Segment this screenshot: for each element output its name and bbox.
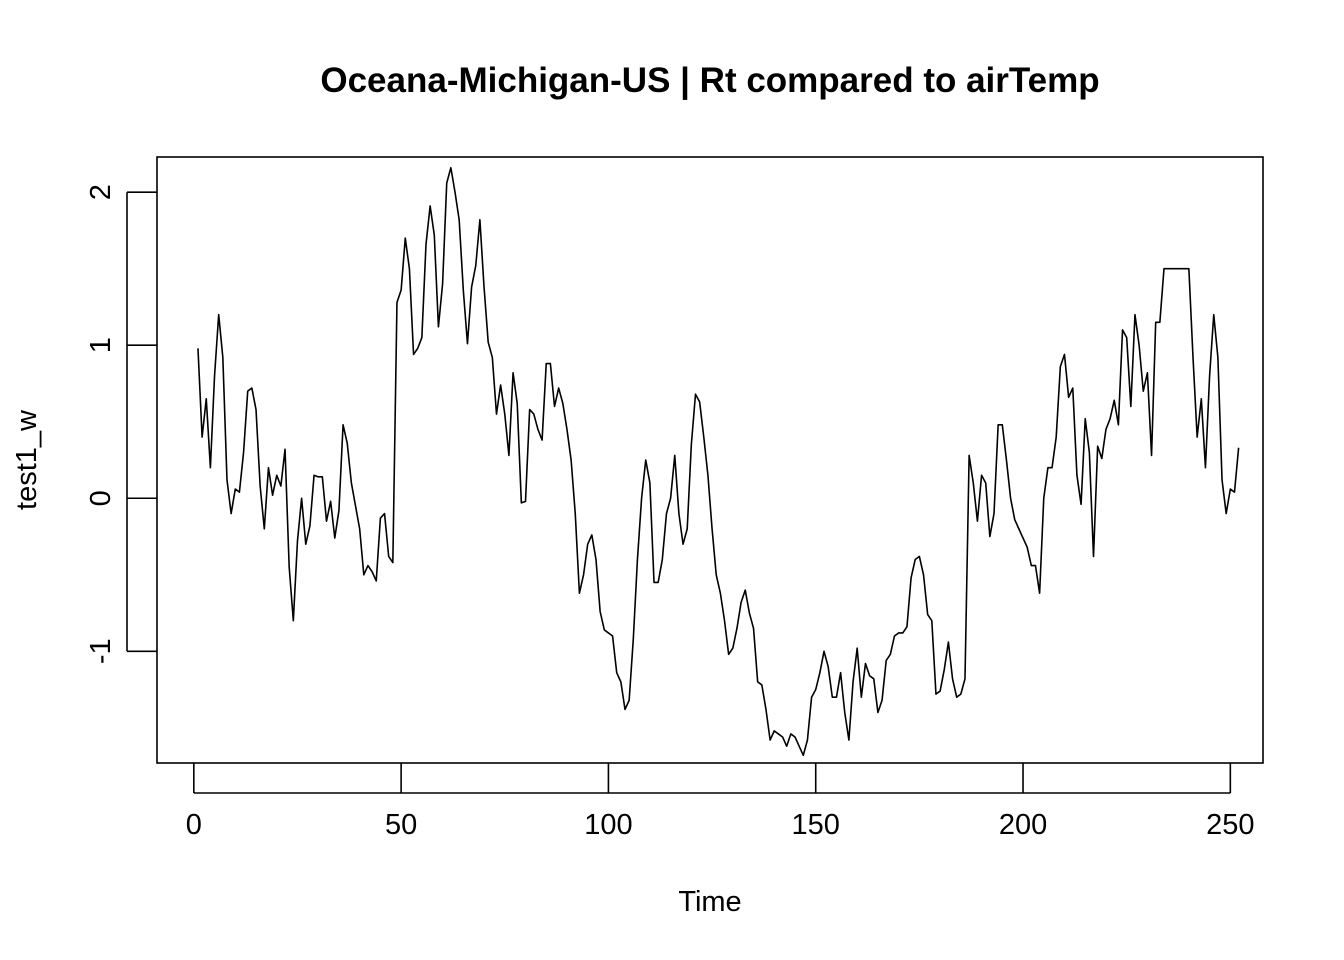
x-axis-label: Time [678,886,741,918]
y-tick-label: 1 [85,337,117,353]
x-tick-label: 100 [584,809,632,841]
x-tick-label: 250 [1206,809,1254,841]
y-axis: -1 0 1 2 [85,184,157,664]
x-tick-label: 50 [385,809,417,841]
y-tick-label: 0 [85,490,117,506]
x-tick-label: 150 [792,809,840,841]
chart-title: Oceana-Michigan-US | Rt compared to airT… [320,61,1099,100]
plot-series [197,166,1240,757]
x-tick-label: 200 [999,809,1047,841]
plot-frame [156,156,1264,764]
series-line [197,166,1240,757]
y-tick-label: 2 [85,184,117,200]
x-tick-label: 0 [186,809,202,841]
x-axis: 0 50 100 150 200 250 [186,763,1255,841]
y-tick-label: -1 [85,638,117,664]
y-axis-label: test1_w [11,409,43,510]
